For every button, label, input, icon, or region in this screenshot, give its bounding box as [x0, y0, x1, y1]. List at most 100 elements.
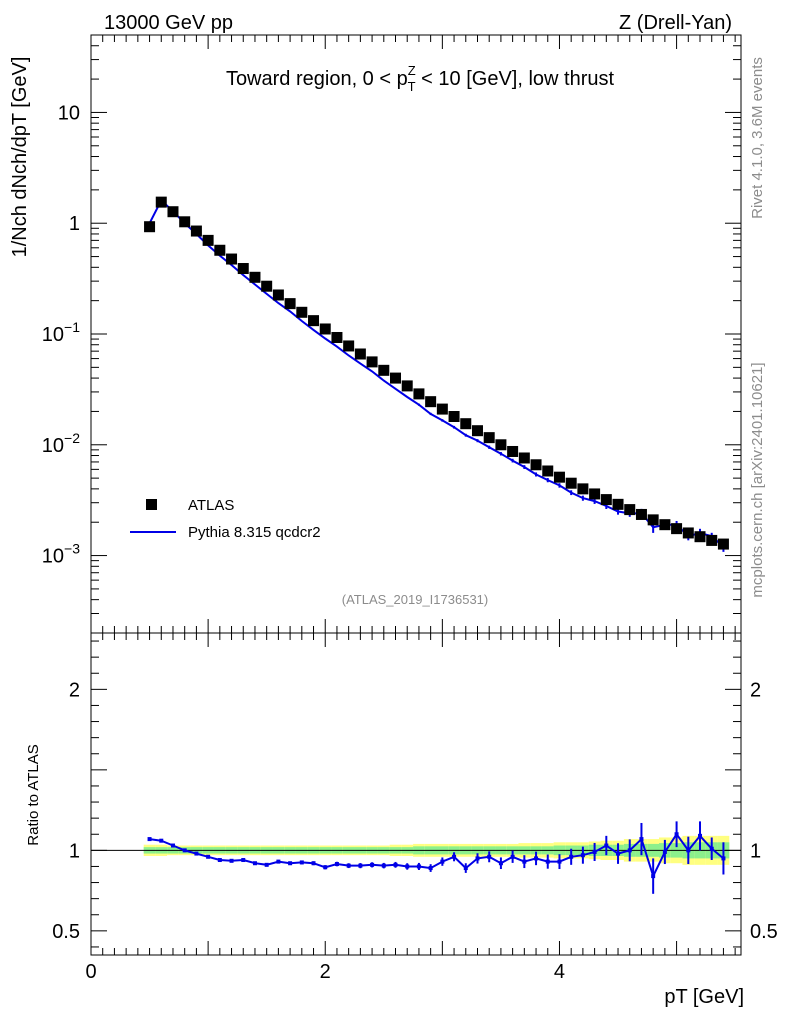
- x-tick-label: 2: [320, 961, 331, 983]
- ratio-point: [170, 843, 175, 848]
- ratio-point: [393, 862, 398, 867]
- ratio-point: [299, 860, 304, 865]
- ratio-point: [651, 874, 656, 879]
- ratio-point: [159, 838, 164, 843]
- ratio-point: [545, 859, 550, 864]
- ratio-point: [639, 837, 644, 842]
- atlas-point: [378, 364, 390, 376]
- atlas-point: [624, 504, 636, 516]
- ratio-point: [698, 833, 703, 838]
- atlas-point: [518, 452, 530, 464]
- ratio-point: [416, 864, 421, 869]
- atlas-point: [202, 234, 214, 246]
- ratio-point: [452, 854, 457, 859]
- x-tick-label: 0: [85, 961, 96, 983]
- atlas-point: [179, 216, 191, 228]
- legend-atlas-label: ATLAS: [188, 497, 234, 514]
- atlas-point: [401, 380, 413, 392]
- ratio-point: [370, 862, 375, 867]
- atlas-point: [261, 280, 273, 292]
- x-tick-label: 4: [554, 961, 565, 983]
- ratio-point: [311, 861, 316, 866]
- atlas-point: [448, 411, 460, 423]
- atlas-point: [647, 514, 659, 526]
- ratio-point: [288, 861, 293, 866]
- ratio-point: [428, 866, 433, 871]
- ratio-point: [334, 862, 339, 867]
- rivet-label: Rivet 4.1.0, 3.6M events: [749, 57, 766, 219]
- ratio-point: [662, 849, 667, 854]
- ratio-plot-frame: [90, 632, 742, 956]
- ratio-point: [557, 859, 562, 864]
- atlas-point: [155, 196, 167, 208]
- atlas-point: [565, 477, 577, 489]
- ratio-point: [252, 861, 257, 866]
- ratio-point: [229, 858, 234, 863]
- ratio-point: [721, 856, 726, 861]
- atlas-point: [284, 298, 296, 310]
- atlas-point: [671, 523, 683, 535]
- ratio-point: [475, 856, 480, 861]
- ratio-point: [686, 848, 691, 853]
- header-right: Z (Drell-Yan): [619, 12, 732, 34]
- ratio-point: [346, 863, 351, 868]
- ratio-point: [463, 866, 468, 871]
- atlas-point: [694, 531, 706, 543]
- ratio-point: [569, 854, 574, 859]
- atlas-point: [600, 494, 612, 506]
- atlas-point: [507, 445, 519, 457]
- atlas-point: [682, 527, 694, 539]
- ratio-point: [592, 849, 597, 854]
- ratio-point: [487, 854, 492, 859]
- atlas-point: [460, 418, 472, 430]
- ratio-point: [580, 853, 585, 858]
- ratio-y-tick-label: 1: [69, 840, 80, 862]
- atlas-point: [237, 263, 249, 275]
- atlas-point: [366, 356, 378, 368]
- atlas-point: [390, 372, 402, 384]
- atlas-point: [530, 459, 542, 471]
- analysis-id: (ATLAS_2019_I1736531): [342, 592, 488, 607]
- legend-atlas-marker: [146, 499, 157, 510]
- atlas-point: [717, 538, 729, 550]
- ratio-point: [241, 858, 246, 863]
- atlas-point: [272, 289, 284, 301]
- atlas-point: [308, 315, 320, 327]
- atlas-point: [354, 348, 366, 360]
- header-left: 13000 GeV pp: [104, 12, 233, 34]
- ratio-point: [276, 859, 281, 864]
- atlas-point: [214, 244, 226, 256]
- atlas-point: [471, 425, 483, 437]
- atlas-point: [331, 331, 343, 343]
- atlas-point: [589, 488, 601, 500]
- atlas-point: [436, 403, 448, 415]
- ratio-point: [440, 859, 445, 864]
- atlas-point: [343, 340, 355, 352]
- atlas-point: [413, 388, 425, 400]
- atlas-point: [553, 471, 565, 483]
- atlas-point: [319, 323, 331, 335]
- ratio-point: [264, 862, 269, 867]
- ratio-point: [358, 863, 363, 868]
- main-y-tick-label: 10: [58, 102, 80, 124]
- ratio-point: [627, 848, 632, 853]
- ratio-point: [147, 837, 152, 842]
- atlas-point: [296, 306, 308, 318]
- ratio-point: [604, 843, 609, 848]
- legend: ATLAS Pythia 8.315 qcdcr2: [130, 497, 321, 541]
- ratio-point: [709, 846, 714, 851]
- main-y-tick-label: 10−2: [42, 430, 80, 457]
- ratio-y-tick-label-right: 1: [750, 840, 761, 862]
- ratio-point: [182, 848, 187, 853]
- ratio-point: [323, 865, 328, 870]
- atlas-point: [425, 396, 437, 408]
- main-y-tick-label: 10−1: [42, 319, 80, 346]
- atlas-point: [659, 519, 671, 531]
- ratio-point: [381, 863, 386, 868]
- main-title: Toward region, 0 < pZ T < 10 [GeV], low t…: [226, 63, 615, 94]
- ratio-y-tick-label-right: 0.5: [750, 921, 778, 943]
- main-plot-frame: [90, 34, 742, 634]
- atlas-point: [706, 534, 718, 546]
